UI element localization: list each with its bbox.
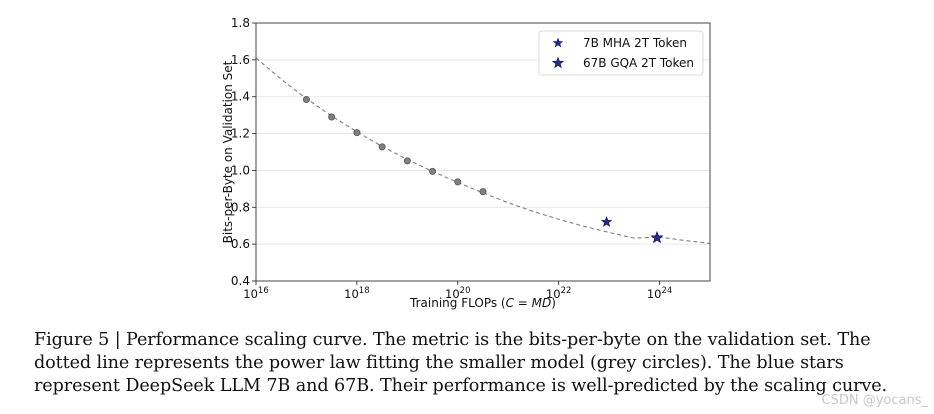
x-tick-label: 1018 [344, 286, 369, 301]
y-tick-label: 0.4 [231, 274, 250, 288]
y-tick-label: 1.8 [231, 16, 250, 30]
y-grid [256, 59, 710, 245]
legend-box [538, 30, 704, 76]
fit-curve-line [255, 57, 711, 244]
legend-star-icon [551, 56, 565, 69]
y-tick-label: 0.6 [231, 237, 250, 251]
x-axis-label: Training FLOPs (C = MD) [409, 296, 556, 310]
blue-star-point [600, 215, 613, 227]
y-tick-label: 1.4 [231, 90, 250, 104]
x-tick-label: 1022 [546, 286, 571, 301]
y-axis-label: Bits-per-Byte on Validation Set [221, 60, 235, 243]
x-tick-label: 1024 [647, 286, 672, 301]
legend-label: 67B GQA 2T Token [583, 56, 694, 70]
grey-circle-point [353, 129, 361, 137]
y-tick-label: 1.2 [231, 127, 250, 141]
legend-label: 7B MHA 2T Token [583, 36, 687, 50]
power-law-fit [255, 57, 711, 244]
legend: 7B MHA 2T Token 67B GQA 2T Token [538, 30, 704, 76]
grey-circle-point [403, 157, 411, 165]
watermark: CSDN @yocans_ [821, 393, 928, 408]
data-points [302, 95, 664, 244]
plot-frame [255, 22, 711, 282]
x-tick-label: 1020 [445, 286, 470, 301]
y-tick-label: 0.8 [231, 200, 250, 214]
legend-star-icon [552, 37, 564, 48]
y-axis-ticks: 0.4 0.6 0.8 1.0 1.2 1.4 1.6 1.8 [231, 16, 256, 288]
grey-circle-point [328, 113, 336, 121]
grey-circle-point [302, 95, 310, 103]
blue-star-point [650, 230, 664, 244]
grey-circle-point [479, 188, 487, 196]
x-tick-label: 1016 [243, 286, 268, 301]
grey-circle-point [429, 167, 437, 175]
figure-caption: Figure 5 | Performance scaling curve. Th… [34, 330, 888, 396]
grey-circle-point [378, 143, 386, 151]
y-tick-label: 1.6 [231, 53, 250, 67]
grey-circle-point [454, 178, 462, 186]
x-axis-ticks: 1016 1018 1020 1022 1024 [243, 281, 672, 301]
y-tick-label: 1.0 [231, 163, 250, 177]
scaling-chart: 0.4 0.6 0.8 1.0 1.2 1.4 1.6 1.8 1016 1018 1020 102… [221, 16, 711, 310]
